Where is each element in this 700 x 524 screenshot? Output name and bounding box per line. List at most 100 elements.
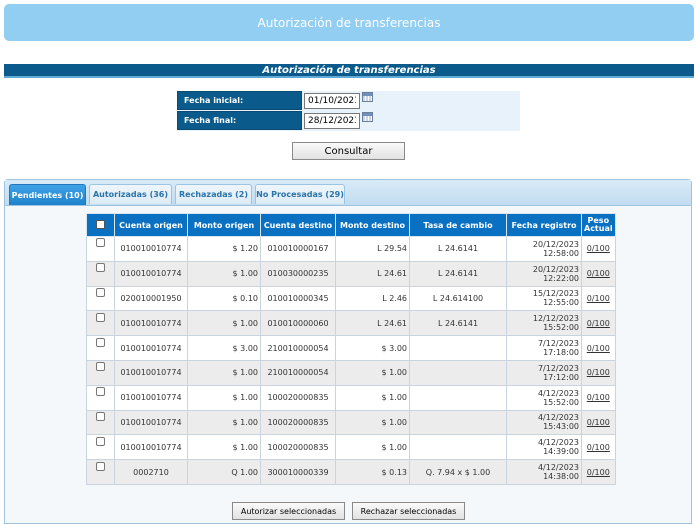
transfers-table: Cuenta origen Monto origen Cuenta destin… (86, 213, 616, 485)
col-header-rate[interactable]: Tasa de cambio (409, 213, 507, 237)
origin-account-cell: 010010010774 (114, 335, 188, 361)
authorize-selected-button[interactable]: Autorizar seleccionadas (232, 502, 345, 520)
rate-cell (409, 384, 507, 411)
tab-pendientes[interactable]: Pendientes (10) (9, 184, 86, 205)
calendar-icon[interactable] (362, 111, 373, 122)
date-value: 4/12/2023 (537, 463, 579, 473)
date-cell: 7/12/2023 17:18:00 (506, 335, 582, 361)
date-cell: 7/12/2023 17:12:00 (506, 359, 582, 386)
date-value: 7/12/2023 (537, 363, 579, 373)
tab-rechazadas[interactable]: Rechazadas (2) (175, 184, 252, 204)
end-date-row: Fecha final: (177, 111, 520, 130)
date-value: 20/12/2023 (532, 264, 579, 274)
tabs-strip: Pendientes (10) Autorizadas (36) Rechaza… (5, 180, 691, 206)
date-value: 7/12/2023 (537, 339, 579, 349)
peso-link[interactable]: 0/100 (581, 384, 616, 411)
time-value: 15:43:00 (543, 422, 579, 432)
origin-account-cell: 010010010774 (114, 434, 188, 461)
rate-cell: L 24.6141 (409, 260, 507, 287)
origin-amount-cell: $ 1.00 (187, 310, 261, 337)
col-header-origin-amount[interactable]: Monto origen (187, 213, 261, 237)
col-header-peso[interactable]: Peso Actual (581, 213, 616, 237)
end-date-input[interactable] (304, 112, 360, 129)
date-cell: 20/12/2023 12:22:00 (506, 260, 582, 287)
section-title: Autorización de transferencias (262, 64, 436, 76)
date-filter-form: Fecha inicial: Fecha final: (177, 91, 520, 131)
origin-account-cell: 010010010774 (114, 260, 188, 287)
consult-button[interactable]: Consultar (292, 142, 405, 160)
row-checkbox[interactable] (96, 312, 105, 322)
row-checkbox[interactable] (96, 287, 105, 297)
origin-amount-cell: $ 1.00 (187, 260, 261, 287)
peso-link[interactable]: 0/100 (581, 260, 616, 287)
date-value: 12/12/2023 (532, 314, 579, 324)
dest-amount-cell: L 29.54 (335, 236, 410, 262)
peso-link[interactable]: 0/100 (581, 459, 616, 485)
dest-account-cell: 010010000167 (260, 236, 336, 262)
dest-amount-cell: $ 1.00 (335, 359, 410, 386)
tab-no-procesadas[interactable]: No Procesadas (29) (255, 184, 345, 204)
date-cell: 15/12/2023 12:55:00 (506, 285, 582, 312)
reject-selected-button[interactable]: Rechazar seleccionadas (352, 502, 465, 520)
date-cell: 4/12/2023 15:52:00 (506, 384, 582, 411)
date-value: 15/12/2023 (532, 289, 579, 299)
dest-amount-cell: L 24.61 (335, 260, 410, 287)
origin-amount-cell: $ 1.00 (187, 359, 261, 386)
select-all-checkbox[interactable] (96, 219, 105, 229)
row-checkbox[interactable] (96, 362, 105, 372)
row-checkbox[interactable] (96, 263, 105, 273)
origin-amount-cell: $ 3.00 (187, 335, 261, 361)
col-header-dest-account[interactable]: Cuenta destino (260, 213, 336, 237)
start-date-label: Fecha inicial: (177, 91, 302, 110)
row-checkbox[interactable] (96, 337, 105, 347)
row-checkbox[interactable] (96, 238, 105, 248)
col-header-origin-account[interactable]: Cuenta origen (114, 213, 188, 237)
time-value: 17:18:00 (543, 348, 579, 358)
dest-amount-cell: $ 1.00 (335, 409, 410, 436)
peso-link[interactable]: 0/100 (581, 310, 616, 337)
row-checkbox[interactable] (96, 411, 105, 421)
table-row: 010010010774 $ 1.00 010010000060 L 24.61 L 2… (86, 310, 616, 337)
dest-amount-cell: L 2.46 (335, 285, 410, 312)
origin-account-cell: 010010010774 (114, 384, 188, 411)
dest-amount-cell: $ 3.00 (335, 335, 410, 361)
peso-link[interactable]: 0/100 (581, 434, 616, 461)
section-title-bar: Autorización de transferencias (4, 64, 694, 78)
rate-cell (409, 434, 507, 461)
rate-cell: L 24.614100 (409, 285, 507, 312)
row-select-cell (86, 359, 115, 386)
tab-autorizadas[interactable]: Autorizadas (36) (89, 184, 172, 204)
time-value: 12:58:00 (543, 248, 579, 258)
date-value: 4/12/2023 (537, 388, 579, 398)
time-value: 14:38:00 (543, 472, 579, 482)
table-row: 010010010774 $ 1.00 100020000835 $ 1.00 4/12… (86, 434, 616, 461)
dest-account-cell: 210010000054 (260, 359, 336, 386)
origin-amount-cell: $ 1.00 (187, 384, 261, 411)
col-header-date[interactable]: Fecha registro (506, 213, 582, 237)
start-date-input[interactable] (304, 92, 360, 109)
dest-account-cell: 010010000345 (260, 285, 336, 312)
row-checkbox[interactable] (96, 436, 105, 446)
peso-link[interactable]: 0/100 (581, 285, 616, 312)
row-select-cell (86, 260, 115, 287)
row-select-cell (86, 459, 115, 485)
dest-amount-cell: $ 1.00 (335, 434, 410, 461)
time-value: 17:12:00 (543, 372, 579, 382)
rate-cell: L 24.6141 (409, 236, 507, 262)
rate-cell (409, 335, 507, 361)
origin-amount-cell: Q 1.00 (187, 459, 261, 485)
dest-account-cell: 300010000339 (260, 459, 336, 485)
peso-link[interactable]: 0/100 (581, 236, 616, 262)
peso-link[interactable]: 0/100 (581, 335, 616, 361)
row-checkbox[interactable] (96, 387, 105, 397)
peso-link[interactable]: 0/100 (581, 359, 616, 386)
peso-link[interactable]: 0/100 (581, 409, 616, 436)
calendar-icon[interactable] (362, 91, 373, 102)
col-header-dest-amount[interactable]: Monto destino (335, 213, 410, 237)
rate-cell: Q. 7.94 x $ 1.00 (409, 459, 507, 485)
row-select-cell (86, 434, 115, 461)
end-date-label: Fecha final: (177, 111, 302, 130)
dest-account-cell: 100020000835 (260, 384, 336, 411)
origin-amount-cell: $ 1.00 (187, 434, 261, 461)
row-checkbox[interactable] (96, 461, 105, 471)
